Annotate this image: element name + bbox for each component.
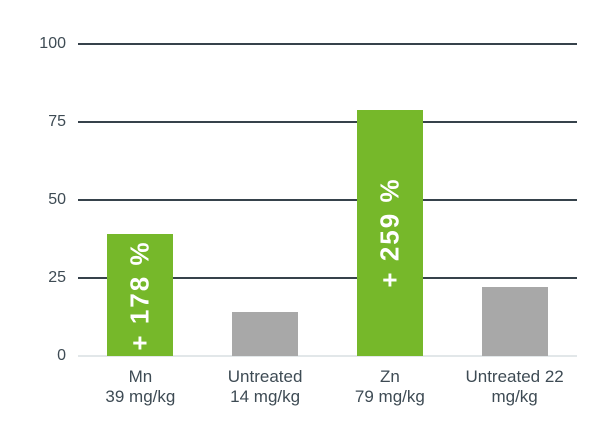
- plot-area: + 178 % + 259 %: [78, 43, 577, 357]
- bar-zn: + 259 %: [356, 109, 423, 356]
- x-axis-label-line: Untreated: [227, 367, 303, 386]
- bar-percentage-annotation: + 259 %: [357, 110, 423, 356]
- y-axis-tick-label: 100: [39, 35, 66, 52]
- y-axis-tick-label: 25: [48, 269, 66, 286]
- x-axis-label-line: mg/kg: [491, 387, 538, 406]
- bar-percentage-text: + 178 %: [124, 240, 155, 351]
- x-axis-category-label: Zn 79 mg/kg: [320, 367, 460, 407]
- x-axis-label-line: 14 mg/kg: [230, 387, 301, 406]
- y-axis-tick-label: 0: [57, 347, 66, 364]
- x-axis-category-label: Untreated 14 mg/kg: [195, 367, 335, 407]
- gridline: [78, 199, 577, 201]
- x-axis-category-label: Mn 39 mg/kg: [70, 367, 210, 407]
- y-axis-tick-label: 50: [48, 191, 66, 208]
- x-axis-label-line: 79 mg/kg: [354, 387, 425, 406]
- x-axis-label-line: Untreated 22: [465, 367, 564, 386]
- gridline: [78, 121, 577, 123]
- bar-percentage-text: + 259 %: [374, 177, 405, 288]
- bar-untreated-22: [481, 287, 548, 356]
- y-axis: 100 75 50 25 0: [0, 0, 66, 427]
- gridline: [78, 277, 577, 279]
- x-axis-label-line: Mn: [128, 367, 153, 386]
- x-axis-category-label: Untreated 22 mg/kg: [445, 367, 585, 407]
- bar-percentage-annotation: + 178 %: [107, 234, 173, 356]
- gridline: [78, 43, 577, 45]
- x-axis-baseline: [78, 355, 577, 357]
- x-axis-label-line: Zn: [379, 367, 400, 386]
- bar-mn: + 178 %: [107, 234, 174, 356]
- x-axis-label-line: 39 mg/kg: [105, 387, 176, 406]
- y-axis-tick-label: 75: [48, 113, 66, 130]
- bar-untreated: [232, 312, 299, 356]
